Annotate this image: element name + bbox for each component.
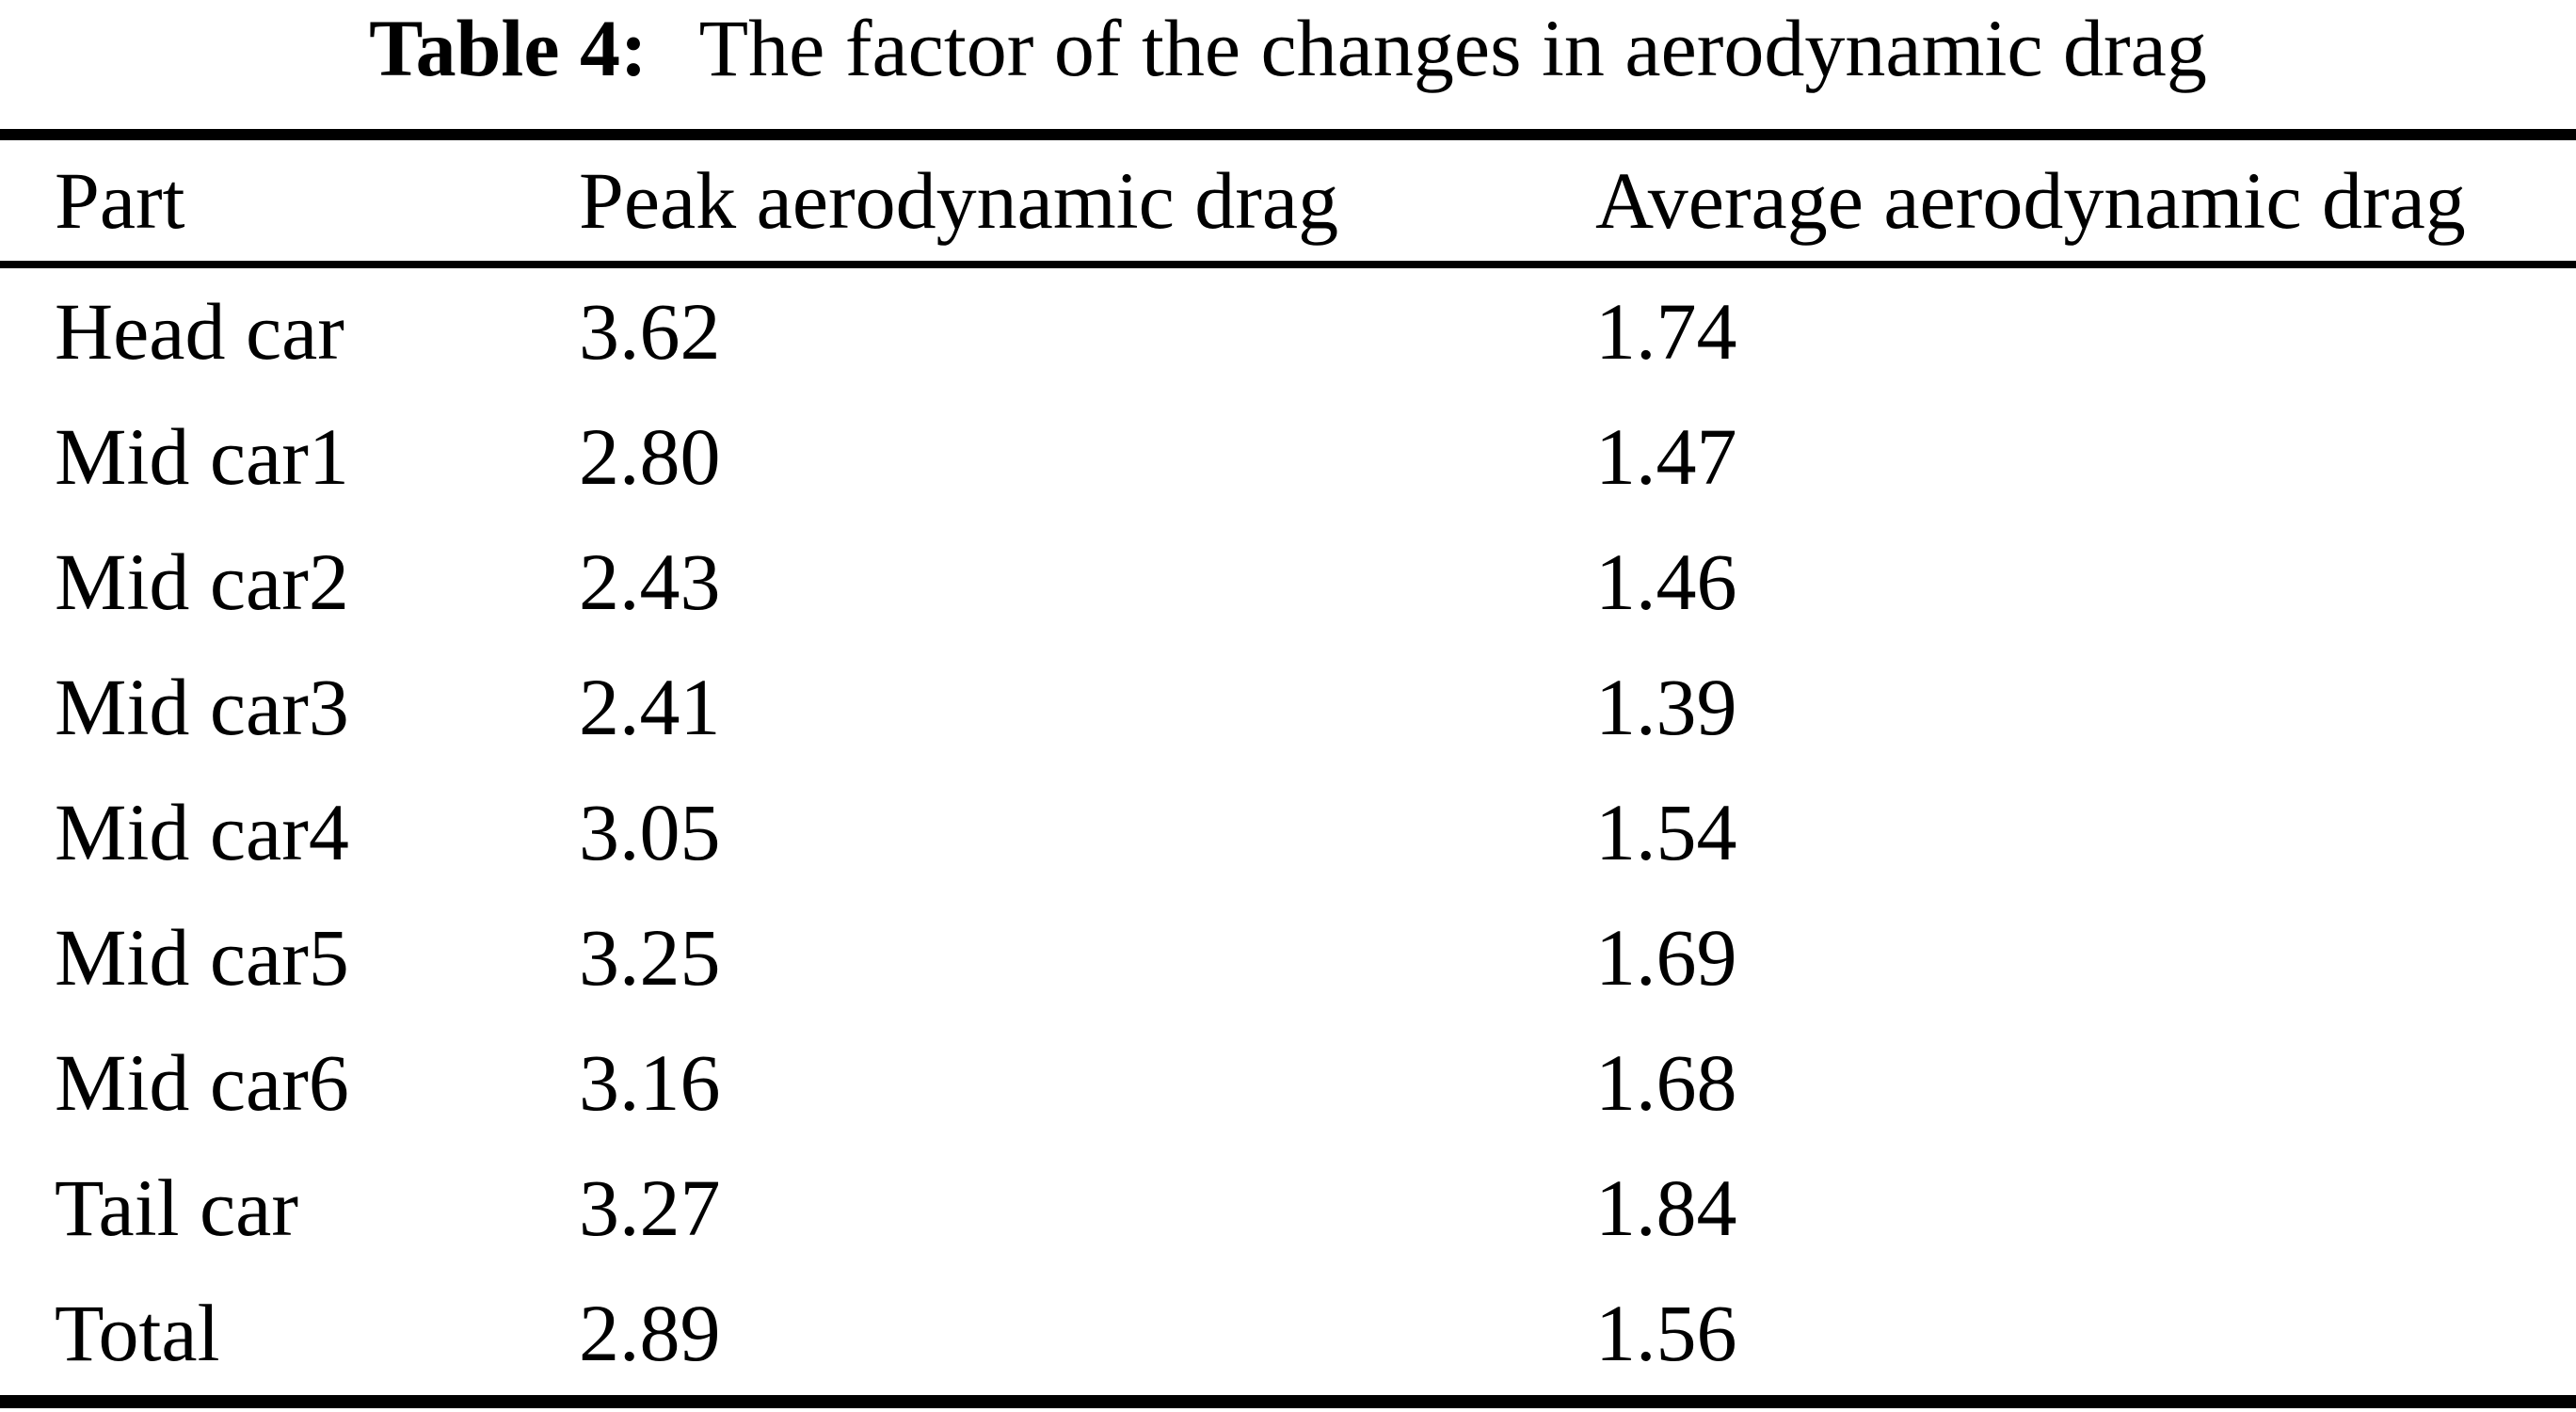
cell-peak: 2.43 xyxy=(579,536,721,627)
table-number-label: Table 4: xyxy=(369,3,648,93)
table-row: Mid car1 2.80 1.47 xyxy=(0,393,2576,519)
cell-part: Tail car xyxy=(55,1162,298,1253)
cell-average: 1.54 xyxy=(1595,786,1737,877)
table-row: Mid car3 2.41 1.39 xyxy=(0,644,2576,769)
cell-part: Total xyxy=(55,1287,220,1378)
cell-part: Mid car4 xyxy=(55,786,349,877)
table-row: Tail car 3.27 1.84 xyxy=(0,1145,2576,1270)
cell-part: Mid car1 xyxy=(55,410,349,502)
cell-peak: 2.80 xyxy=(579,410,721,502)
table-header: Part Peak aerodynamic drag Average aerod… xyxy=(0,135,2576,268)
cell-part: Head car xyxy=(55,285,344,377)
aerodynamic-drag-table: Part Peak aerodynamic drag Average aerod… xyxy=(0,129,2576,1408)
cell-peak: 3.05 xyxy=(579,786,721,877)
cell-peak: 2.41 xyxy=(579,661,721,752)
cell-average: 1.68 xyxy=(1595,1036,1737,1128)
cell-peak: 3.62 xyxy=(579,285,721,377)
column-header-part: Part xyxy=(0,135,579,268)
cell-average: 1.47 xyxy=(1595,410,1737,502)
column-header-peak-drag: Peak aerodynamic drag xyxy=(579,135,1595,268)
cell-peak: 3.16 xyxy=(579,1036,721,1128)
table-caption-text: The factor of the changes in aerodynamic… xyxy=(698,3,2207,93)
cell-average: 1.69 xyxy=(1595,911,1737,1003)
cell-part: Mid car2 xyxy=(55,536,349,627)
cell-average: 1.84 xyxy=(1595,1162,1737,1253)
cell-average: 1.74 xyxy=(1595,285,1737,377)
table-row: Mid car2 2.43 1.46 xyxy=(0,519,2576,644)
table-caption: Table 4: The factor of the changes in aer… xyxy=(0,0,2576,129)
cell-peak: 2.89 xyxy=(579,1287,721,1378)
cell-peak: 3.25 xyxy=(579,911,721,1003)
cell-part: Mid car5 xyxy=(55,911,349,1003)
column-header-average-drag: Average aerodynamic drag xyxy=(1595,135,2576,268)
table-row: Total 2.89 1.56 xyxy=(0,1270,2576,1402)
cell-part: Mid car3 xyxy=(55,661,349,752)
table-row: Mid car4 3.05 1.54 xyxy=(0,769,2576,894)
table-row: Mid car5 3.25 1.69 xyxy=(0,894,2576,1019)
header-row: Part Peak aerodynamic drag Average aerod… xyxy=(0,135,2576,268)
table-row: Mid car6 3.16 1.68 xyxy=(0,1019,2576,1145)
cell-part: Mid car6 xyxy=(55,1036,349,1128)
cell-average: 1.39 xyxy=(1595,661,1737,752)
table-row: Head car 3.62 1.74 xyxy=(0,265,2576,393)
cell-average: 1.56 xyxy=(1595,1287,1737,1378)
cell-peak: 3.27 xyxy=(579,1162,721,1253)
cell-average: 1.46 xyxy=(1595,536,1737,627)
table-body: Head car 3.62 1.74 Mid car1 2.80 1.47 Mi… xyxy=(0,265,2576,1402)
